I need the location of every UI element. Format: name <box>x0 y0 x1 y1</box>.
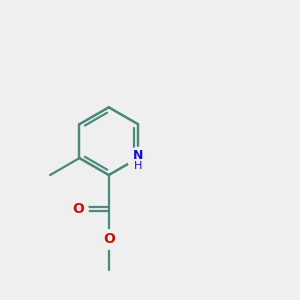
Text: O: O <box>103 232 115 246</box>
Text: H: H <box>134 161 142 171</box>
Text: O: O <box>72 202 84 216</box>
Text: N: N <box>133 149 143 162</box>
